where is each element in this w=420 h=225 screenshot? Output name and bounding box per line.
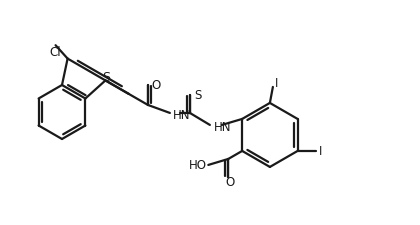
Text: I: I <box>319 145 322 158</box>
Text: HO: HO <box>189 159 207 172</box>
Text: O: O <box>226 176 235 189</box>
Text: O: O <box>151 79 160 92</box>
Text: I: I <box>275 77 278 90</box>
Text: S: S <box>102 71 110 83</box>
Text: HN: HN <box>214 121 231 134</box>
Text: S: S <box>194 89 202 102</box>
Text: Cl: Cl <box>50 45 61 58</box>
Text: HN: HN <box>173 109 190 122</box>
